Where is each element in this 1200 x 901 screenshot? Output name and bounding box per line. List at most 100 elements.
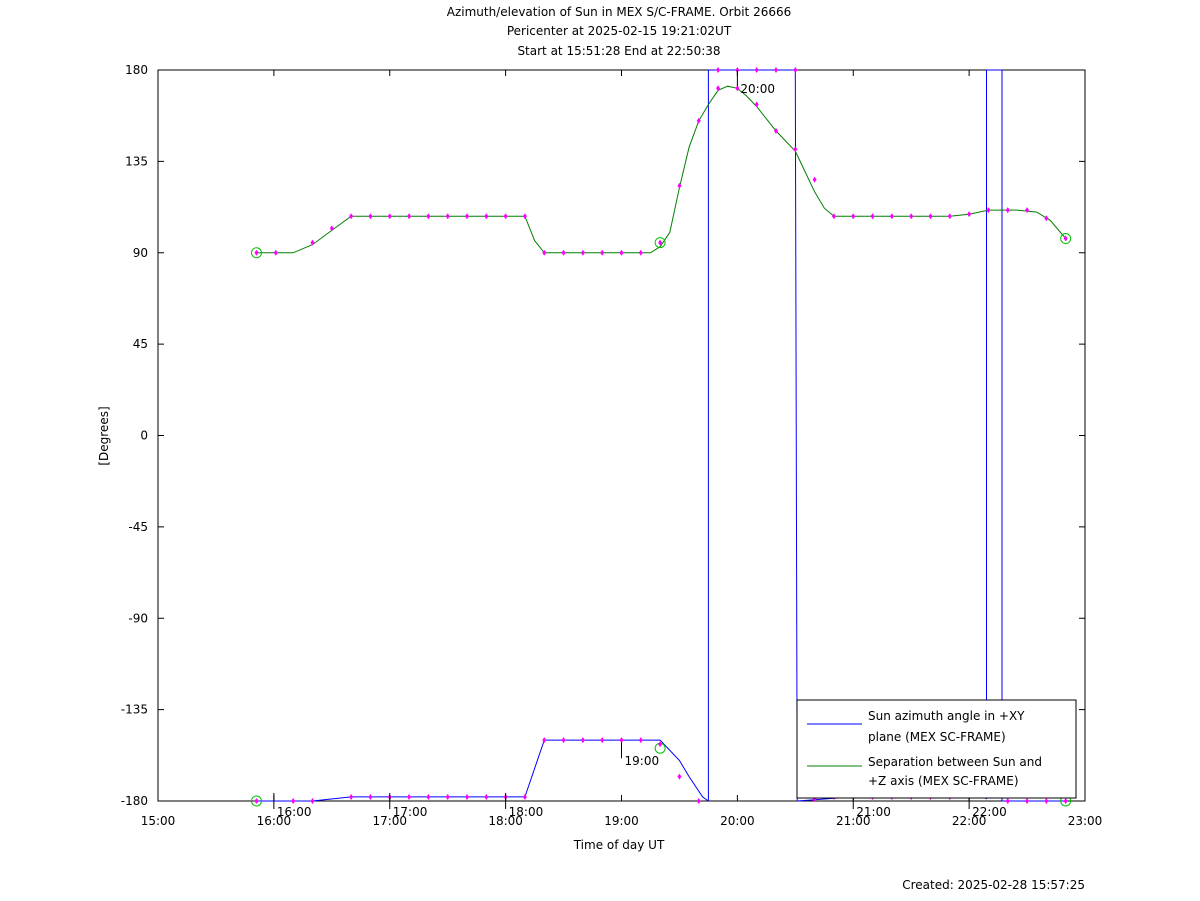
endpoint-circle-2	[1060, 233, 1072, 245]
data-point-marker-16	[580, 249, 585, 256]
data-point-marker-27	[793, 146, 798, 153]
legend-label-azimuth-line-2: plane (MEX SC-FRAME)	[868, 730, 1006, 744]
series-0-line-segment-0	[256, 739, 709, 802]
chart-title: Azimuth/elevation of Sun in MEX S/C-FRAM…	[447, 5, 792, 58]
data-point-marker-29	[831, 213, 836, 220]
data-point-marker-17	[600, 249, 605, 256]
data-point-marker-13	[522, 213, 527, 220]
data-point-marker-31	[870, 213, 875, 220]
data-point-marker-18	[619, 249, 624, 256]
x-tick-label-3: 18:00	[488, 814, 523, 828]
x-axis-label: Time of day UT	[573, 838, 665, 852]
data-point-marker-54	[522, 793, 527, 800]
data-point-marker-38	[1005, 207, 1010, 214]
data-point-marker-81	[1063, 798, 1068, 804]
data-point-marker-12	[503, 213, 508, 220]
y-axis-label: [Degrees]	[97, 406, 111, 465]
data-point-marker-6	[387, 213, 392, 220]
data-point-marker-50	[445, 793, 450, 800]
legend: Sun azimuth angle in +XY plane (MEX SC-F…	[796, 699, 1077, 799]
data-point-marker-36	[967, 211, 972, 218]
data-point-marker-2	[310, 239, 315, 246]
data-point-marker-35	[947, 213, 952, 220]
data-point-marker-26	[774, 127, 778, 134]
data-point-marker-43	[291, 798, 296, 804]
data-point-marker-64	[716, 67, 721, 73]
data-point-marker-67	[774, 67, 778, 73]
endpoint-circle-1	[654, 237, 666, 249]
data-point-marker-15	[561, 249, 566, 256]
y-tick-label-6: -90	[128, 611, 148, 625]
data-point-marker-33	[909, 213, 914, 220]
data-point-marker-66	[754, 67, 759, 73]
data-point-marker-59	[619, 737, 624, 744]
title-line-2: Pericenter at 2025-02-15 19:21:02UT	[507, 24, 732, 38]
data-point-marker-45	[349, 793, 354, 800]
data-point-marker-42	[254, 798, 259, 804]
endpoint-circle-3	[250, 795, 262, 807]
hour-marker-label-4: 20:00	[740, 82, 775, 96]
data-point-marker-55	[542, 737, 547, 744]
legend-label-separation-line-2: +Z axis (MEX SC-FRAME)	[868, 774, 1019, 788]
legend-box	[796, 699, 1077, 799]
y-tick-label-0: 180	[125, 63, 148, 77]
x-tick-label-2: 17:00	[372, 814, 407, 828]
y-tick-label-4: 0	[140, 429, 148, 443]
x-tick-label-8: 23:00	[1068, 814, 1103, 828]
series-0-line-segment-3	[794, 69, 798, 802]
data-point-marker-51	[465, 793, 469, 800]
y-tick-label-2: 90	[133, 246, 148, 260]
x-tick-label-7: 22:00	[952, 814, 987, 828]
data-point-marker-40	[1044, 215, 1049, 222]
x-tick-label-5: 20:00	[720, 814, 755, 828]
hour-marker-label-5: 21:00	[856, 805, 891, 819]
plot-frame	[157, 69, 1086, 802]
data-point-marker-24	[735, 85, 740, 92]
legend-label-separation-line-1: Separation between Sun and	[868, 755, 1042, 769]
axes-layer: 15:00 16:00 17:00 18:00 19:00 20:00 21:00 22:00…	[121, 63, 1103, 828]
hour-marker-label-6: 22:00	[972, 805, 1007, 819]
data-point-marker-57	[580, 737, 585, 744]
data-point-marker-62	[677, 773, 682, 780]
hour-marker-label-2: 18:00	[509, 805, 544, 819]
title-line-3: Start at 15:51:28 End at 22:50:38	[517, 44, 720, 58]
data-point-marker-1	[273, 249, 278, 256]
series-0-line-segment-5	[986, 69, 1003, 801]
x-tick-label-0: 15:00	[141, 814, 176, 828]
data-point-marker-11	[484, 213, 489, 220]
data-point-marker-60	[638, 737, 643, 744]
data-point-marker-23	[716, 85, 721, 92]
data-point-marker-68	[793, 67, 798, 73]
hour-marker-label-3: 19:00	[625, 754, 660, 768]
data-point-marker-49	[426, 793, 431, 800]
data-point-marker-8	[426, 213, 431, 220]
hour-marker-label-1: 17:00	[393, 805, 428, 819]
data-point-marker-37	[986, 207, 991, 214]
created-timestamp: Created: 2025-02-28 15:57:25	[902, 878, 1085, 892]
data-point-marker-3	[329, 225, 334, 232]
y-tick-label-3: 45	[133, 337, 148, 351]
marker-layer	[250, 67, 1072, 807]
data-point-marker-20	[658, 239, 663, 246]
data-point-marker-79	[1025, 798, 1030, 804]
data-point-marker-5	[368, 213, 373, 220]
y-tick-label-5: -45	[128, 520, 148, 534]
hour-marker-label-0: 16:00	[277, 805, 312, 819]
data-point-marker-10	[465, 213, 469, 220]
data-point-marker-80	[1044, 798, 1049, 804]
data-point-marker-39	[1025, 207, 1030, 214]
data-point-marker-4	[349, 213, 354, 220]
data-point-marker-46	[368, 793, 373, 800]
data-point-marker-63	[696, 798, 701, 804]
title-line-1: Azimuth/elevation of Sun in MEX S/C-FRAM…	[447, 5, 792, 19]
y-tick-label-7: -135	[121, 703, 148, 717]
data-point-marker-56	[561, 737, 566, 744]
legend-label-azimuth-line-1: Sun azimuth angle in +XY	[868, 709, 1025, 723]
x-tick-label-6: 21:00	[836, 814, 871, 828]
data-point-marker-21	[677, 182, 682, 189]
data-point-marker-41	[1063, 235, 1068, 242]
x-tick-label-1: 16:00	[257, 814, 292, 828]
data-point-marker-0	[254, 249, 259, 256]
data-point-marker-61	[658, 741, 663, 748]
data-point-marker-52	[484, 793, 489, 800]
